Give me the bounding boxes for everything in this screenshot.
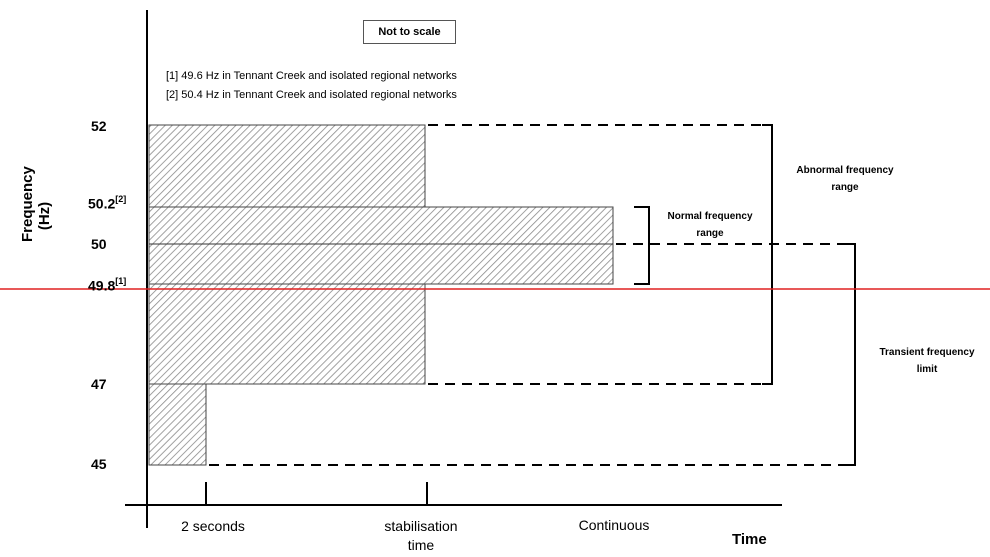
label-transient-limit: Transient frequency limit	[879, 347, 975, 375]
label-abnormal-range: Abnormal frequency range	[796, 165, 894, 193]
y-tick-52: 52	[91, 118, 107, 134]
x-axis-title: Time	[732, 531, 767, 548]
footnote-2: [2] 50.4 Hz in Tennant Creek and isolate…	[166, 89, 457, 101]
footnote-ref-1: [1]	[115, 276, 127, 286]
footnote-1: [1] 49.6 Hz in Tennant Creek and isolate…	[166, 70, 457, 82]
band-47-to-45	[148, 383, 207, 466]
not-to-scale-box: Not to scale	[363, 20, 456, 44]
bracket-normal	[634, 206, 650, 285]
y-tick-50.2: 50.2[2]	[88, 194, 127, 212]
bracket-abnormal	[762, 124, 773, 385]
label-normal-range: Normal frequency range	[667, 211, 753, 239]
y-tick-47: 47	[91, 376, 107, 392]
y-axis-title-line1: Frequency	[19, 166, 36, 242]
y-tick-49.8: 49.8[1]	[88, 276, 127, 294]
bracket-transient	[845, 243, 856, 466]
band-50.2-to-49.8	[148, 206, 614, 285]
y-axis-title: Frequency (Hz)	[19, 166, 53, 242]
x-label-2-seconds: 2 seconds	[181, 518, 245, 534]
x-label-continuous: Continuous	[578, 517, 650, 533]
y-axis-title-line2: (Hz)	[36, 201, 53, 231]
y-tick-45: 45	[91, 456, 107, 472]
footnote-ref-2: [2]	[115, 194, 127, 204]
x-label-stabilisation-time: stabilisation time	[384, 518, 458, 553]
y-tick-50: 50	[91, 236, 107, 252]
